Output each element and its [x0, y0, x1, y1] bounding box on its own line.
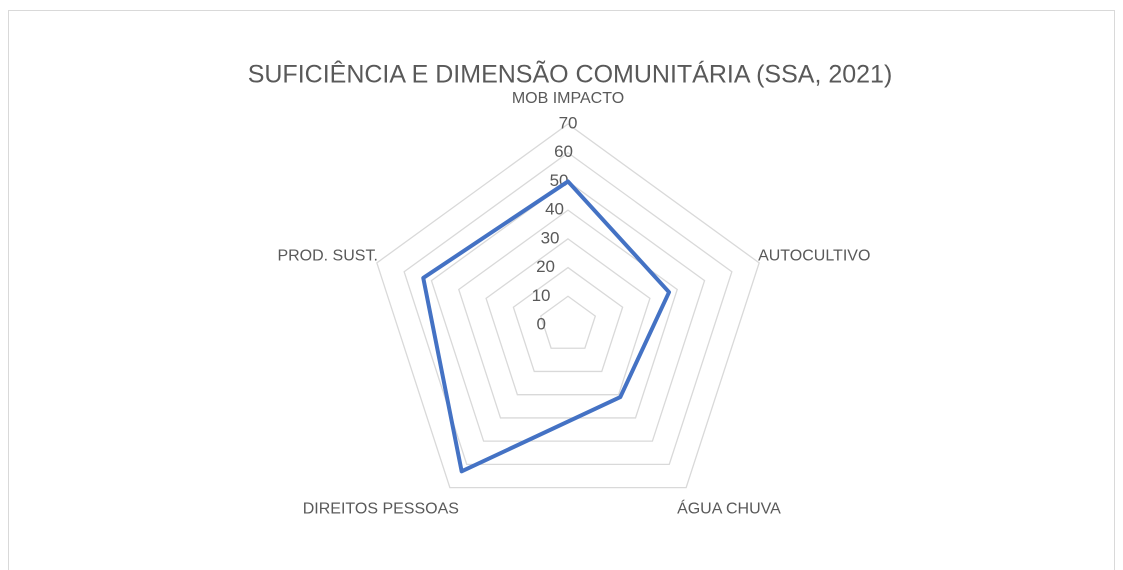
- r-tick-label: 30: [541, 228, 560, 247]
- grid-ring: [430, 180, 706, 442]
- series-line: [421, 179, 672, 474]
- r-tick-label: 60: [554, 142, 573, 161]
- category-label: AUTOCULTIVO: [758, 247, 870, 264]
- r-tick-label: 20: [536, 257, 555, 276]
- category-label: DIREITOS PESSOAS: [303, 501, 459, 518]
- grid-ring: [539, 295, 597, 349]
- grid-ring: [376, 123, 760, 489]
- r-tick-label: 70: [559, 113, 578, 132]
- chart-frame: [8, 10, 1115, 570]
- r-tick-label: 0: [537, 314, 546, 333]
- chart-title: SUFICIÊNCIA E DIMENSÃO COMUNITÁRIA (SSA,…: [248, 60, 893, 89]
- category-label: MOB IMPACTO: [512, 90, 624, 107]
- grid-ring: [512, 266, 624, 373]
- r-tick-label: 40: [545, 200, 564, 219]
- category-label: ÁGUA CHUVA: [677, 499, 781, 518]
- r-tick-label: 10: [532, 286, 551, 305]
- grid-ring: [403, 151, 733, 466]
- grid-ring: [485, 238, 651, 396]
- grid-ring: [458, 209, 678, 419]
- category-label: PROD. SUST.: [277, 247, 377, 264]
